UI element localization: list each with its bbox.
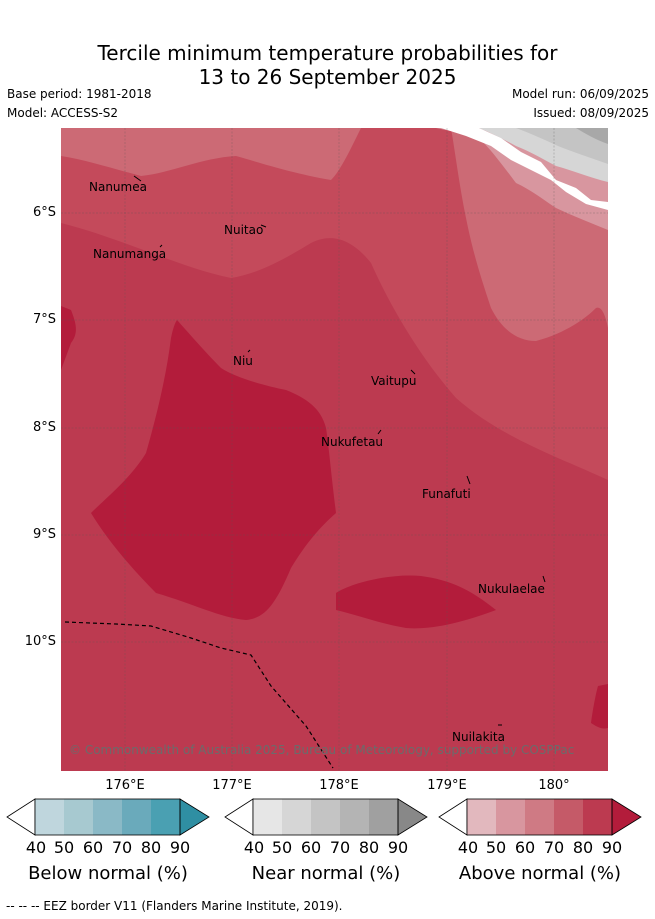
zone-above-90-main <box>91 320 336 620</box>
zone-above-90-east <box>336 575 496 629</box>
place-label-niu: Niu <box>233 354 253 368</box>
lon-label-177e: 177°E <box>212 778 252 793</box>
lon-label-180: 180° <box>538 778 570 793</box>
probability-map <box>61 128 608 771</box>
colorbar-cell <box>554 799 583 835</box>
colorbar-min-arrow <box>438 798 468 836</box>
lat-label-8s: 8°S <box>32 420 56 435</box>
colorbar-cell <box>64 799 93 835</box>
place-label-nukufetau: Nukufetau <box>321 435 384 449</box>
zone-above-90-se <box>591 684 608 729</box>
colorbar-cell <box>311 799 340 835</box>
issued-date: Issued: 08/09/2025 <box>533 106 649 120</box>
colorbar-max-arrow <box>179 798 210 836</box>
colorbar-cell <box>282 799 311 835</box>
colorbar-cell <box>369 799 398 835</box>
colorbar-max-arrow <box>611 798 642 836</box>
zone-above-60-70 <box>61 128 608 341</box>
lon-label-176e: 176°E <box>105 778 145 793</box>
colorbar-cell <box>583 799 612 835</box>
colorbar-cell <box>496 799 525 835</box>
zone-near-60-70 <box>516 128 608 164</box>
lon-label-178e: 178°E <box>319 778 359 793</box>
tick-label: 90 <box>387 838 409 857</box>
tick-label: 90 <box>601 838 623 857</box>
island-marks <box>133 175 546 726</box>
lon-label-179e: 179°E <box>427 778 467 793</box>
colorbar-max-arrow <box>397 798 428 836</box>
colorbar-above-normal <box>438 798 642 836</box>
colorbar-below-normal <box>6 798 210 836</box>
eez-legend-footer: -- -- -- EEZ border V11 (Flanders Marine… <box>6 899 343 913</box>
place-label-nukulaelae: Nukulaelae <box>478 582 545 596</box>
tick-label: 70 <box>329 838 351 857</box>
tick-label: 40 <box>25 838 47 857</box>
lat-label-10s: 10°S <box>24 634 56 649</box>
colorbar-cell <box>151 799 180 835</box>
zone-near-70-80 <box>576 128 608 144</box>
eez-border <box>64 621 334 769</box>
title-line-2: 13 to 26 September 2025 <box>198 65 457 89</box>
tick-label: 40 <box>457 838 479 857</box>
tick-label: 80 <box>358 838 380 857</box>
colorbar-cell <box>340 799 369 835</box>
colorbar-cell <box>467 799 496 835</box>
place-label-nuitao: Nuitao <box>224 223 264 237</box>
colorbar-cell <box>253 799 282 835</box>
colorbar-cell <box>122 799 151 835</box>
model-run: Model run: 06/09/2025 <box>511 87 649 101</box>
no-data-gap <box>441 128 608 210</box>
colorbar-cell <box>525 799 554 835</box>
tick-label: 70 <box>111 838 133 857</box>
colorbar-cell <box>93 799 122 835</box>
lat-label-6s: 6°S <box>32 205 56 220</box>
lat-label-9s: 9°S <box>32 527 56 542</box>
copyright-notice: © Commonwealth of Australia 2025, Bureau… <box>69 743 575 757</box>
base-period: Base period: 1981-2018 <box>7 87 152 101</box>
tick-label: 60 <box>82 838 104 857</box>
place-label-funafuti: Funafuti <box>422 487 471 501</box>
graticule <box>61 128 608 771</box>
colorbar-above-title: Above normal (%) <box>458 863 622 884</box>
tick-label: 70 <box>543 838 565 857</box>
colorbar-min-arrow <box>224 798 254 836</box>
colorbar-near-title: Near normal (%) <box>251 863 401 884</box>
tick-label: 80 <box>572 838 594 857</box>
colorbar-near-normal <box>224 798 428 836</box>
colorbar-cell <box>35 799 64 835</box>
tick-label: 50 <box>271 838 293 857</box>
place-label-nanumanga: Nanumanga <box>93 247 167 261</box>
title-line-1: Tercile minimum temperature probabilitie… <box>97 41 558 65</box>
tick-label: 60 <box>514 838 536 857</box>
tick-label: 80 <box>140 838 162 857</box>
place-label-nuilakita: Nuilakita <box>452 730 505 744</box>
zone-above-60-70-north <box>61 128 361 180</box>
lat-label-7s: 7°S <box>32 312 56 327</box>
tick-label: 50 <box>485 838 507 857</box>
colorbar-frame <box>252 798 399 836</box>
place-label-nanumea: Nanumea <box>89 180 147 194</box>
tick-label: 50 <box>53 838 75 857</box>
tick-label: 40 <box>243 838 265 857</box>
place-label-vaitupu: Vaitupu <box>371 374 417 388</box>
colorbar-min-arrow <box>6 798 36 836</box>
tick-label: 60 <box>300 838 322 857</box>
colorbar-below-title: Below normal (%) <box>28 863 188 884</box>
colorbar-frame <box>466 798 613 836</box>
colorbar-frame <box>34 798 181 836</box>
zone-above-90-west <box>61 306 76 370</box>
model-name: Model: ACCESS-S2 <box>7 106 119 120</box>
tick-label: 90 <box>169 838 191 857</box>
